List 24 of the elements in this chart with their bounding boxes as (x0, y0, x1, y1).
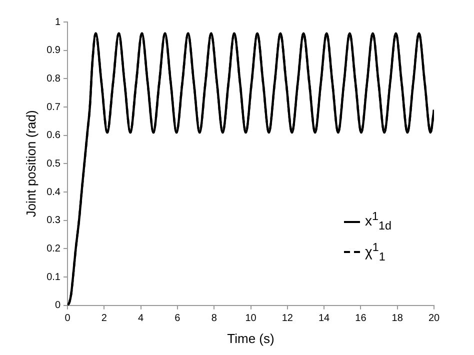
x-tick-label: 0 (64, 313, 71, 324)
x-tick-label: 12 (282, 313, 294, 324)
y-tick-label: 0.5 (46, 158, 61, 170)
y-tick-label: 0.8 (46, 73, 61, 84)
x-tick-label: 4 (138, 313, 144, 324)
x-tick-label: 10 (245, 313, 257, 324)
x-tick-label: 8 (211, 313, 218, 324)
y-tick-label: 0.2 (46, 243, 61, 254)
x-tick-label: 14 (318, 313, 330, 324)
x-tick-label: 2 (101, 313, 108, 324)
x-axis-title: Time (s) (227, 330, 274, 346)
y-tick-label: 0.9 (46, 45, 61, 56)
y-axis-title: Joint position (rad) (23, 110, 38, 218)
y-tick-label: 0 (54, 300, 61, 312)
y-tick-label: 1 (54, 16, 61, 28)
x-tick-label: 6 (174, 313, 181, 324)
y-tick-label: 0.3 (46, 215, 61, 226)
x-tick-label: 20 (428, 313, 440, 324)
y-tick-label: 0.4 (46, 186, 61, 198)
x-tick-label: 16 (355, 313, 367, 324)
x-tick-label: 18 (392, 313, 404, 324)
y-tick-label: 0.6 (46, 130, 61, 142)
y-tick-label: 0.1 (46, 272, 61, 283)
y-tick-label: 0.7 (46, 102, 61, 113)
